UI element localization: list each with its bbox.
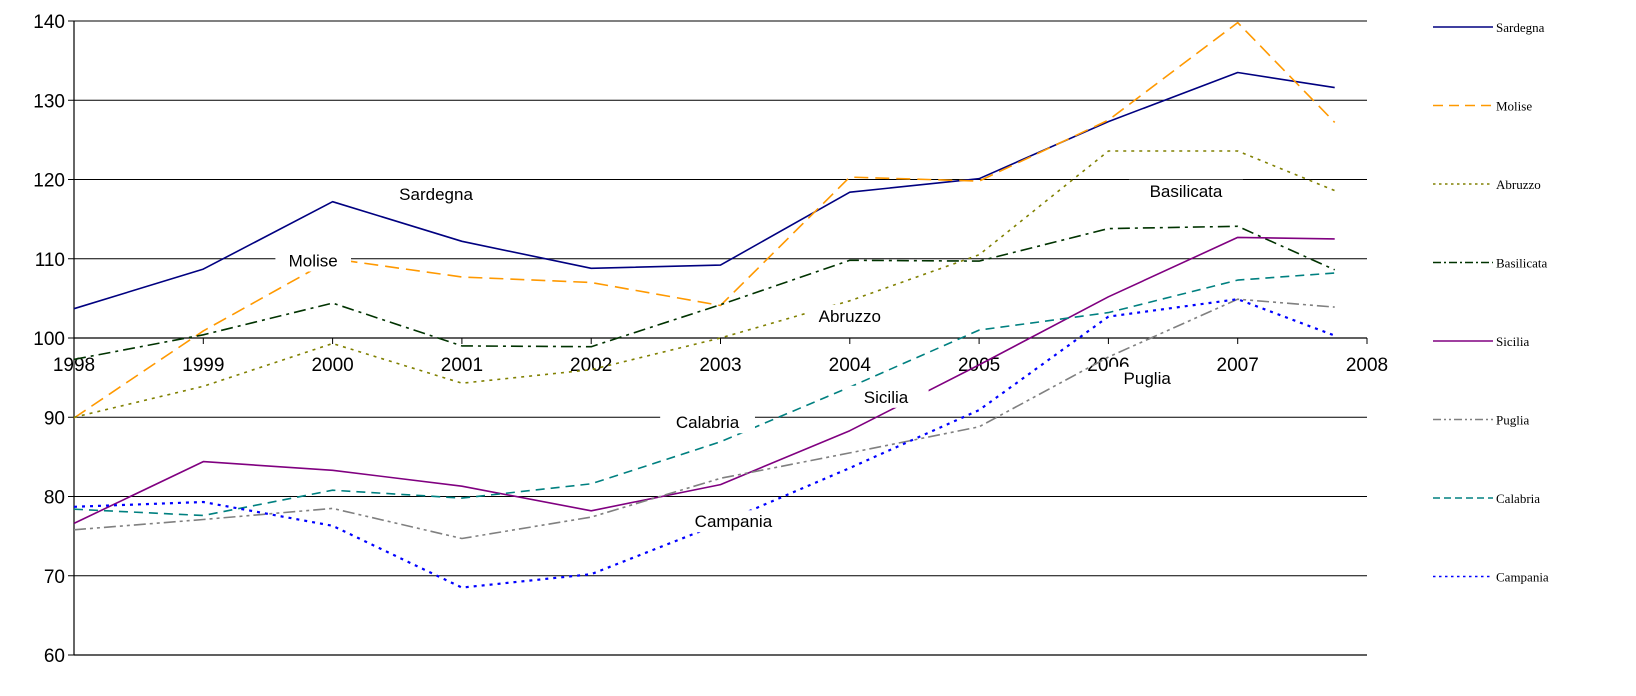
series-line-basilicata [73, 225, 1336, 361]
gridlines [74, 20, 1367, 577]
y-tick-label-140: 140 [33, 12, 65, 33]
series-label-sicilia: Sicilia [864, 388, 909, 407]
x-tick-label-2007: 2007 [1217, 355, 1259, 376]
label-bg-puglia [1109, 366, 1185, 389]
label-bg-sardegna [388, 182, 484, 205]
legend-label-campania: Campania [1496, 570, 1549, 585]
series-label-basilicata: Basilicata [1150, 182, 1223, 201]
series-label-campania: Campania [695, 512, 773, 531]
y-tick-label-90: 90 [44, 408, 65, 429]
y-tick-label-120: 120 [33, 171, 65, 192]
legend-label-sardegna: Sardegna [1496, 20, 1545, 35]
series-line-puglia [73, 298, 1335, 540]
series-label-puglia: Puglia [1124, 369, 1172, 388]
series-label-calabria: Calabria [676, 413, 740, 432]
y-tick-label-70: 70 [44, 567, 65, 588]
legend-label-basilicata: Basilicata [1496, 256, 1547, 271]
x-tick-label-1998: 1998 [53, 355, 95, 376]
series-label-abruzzo: Abruzzo [819, 307, 881, 326]
series-line-molise [73, 21, 1336, 419]
y-tick-label-60: 60 [44, 646, 65, 667]
label-bg-abruzzo [807, 304, 893, 327]
x-tick-label-2008: 2008 [1346, 355, 1388, 376]
axes: 60 70 80 90 100 110 120 130 140 1998 1999 2000 2001 2… [33, 12, 1388, 667]
label-bg-sicilia [843, 385, 929, 408]
series-line-sardegna [73, 71, 1335, 310]
y-tick-label-110: 110 [35, 250, 65, 271]
x-tick-label-2002: 2002 [570, 355, 612, 376]
series-lines [73, 21, 1336, 589]
series-line-sicilia [73, 236, 1335, 525]
x-tick-label-1999: 1999 [182, 355, 224, 376]
legend-label-puglia: Puglia [1496, 413, 1529, 428]
x-tick-label-2003: 2003 [699, 355, 741, 376]
y-tick-label-100: 100 [33, 329, 65, 350]
y-tick-label-80: 80 [44, 488, 65, 509]
legend-label-abruzzo: Abruzzo [1496, 177, 1541, 192]
series-label-molise: Molise [289, 252, 338, 271]
series-line-calabria [73, 272, 1335, 517]
series-label-sardegna: Sardegna [399, 185, 473, 204]
inline-labels: Sardegna Molise Abruzzo Basilicata Puglia Sic… [275, 179, 1243, 533]
legend-label-sicilia: Sicilia [1496, 334, 1529, 349]
legend-label-molise: Molise [1496, 99, 1532, 114]
x-tick-label-2001: 2001 [441, 355, 483, 376]
x-tick-label-2000: 2000 [311, 355, 353, 376]
label-bg-campania [686, 510, 781, 533]
y-tick-label-130: 130 [33, 91, 65, 112]
label-bg-molise [275, 249, 352, 272]
label-bg-calabria [660, 411, 755, 434]
legend: Sardegna Molise Abruzzo Basilicata Sicilia Pu… [1433, 20, 1549, 585]
x-tick-label-2004: 2004 [829, 355, 872, 376]
legend-label-calabria: Calabria [1496, 491, 1540, 506]
label-bg-basilicata [1128, 179, 1243, 202]
